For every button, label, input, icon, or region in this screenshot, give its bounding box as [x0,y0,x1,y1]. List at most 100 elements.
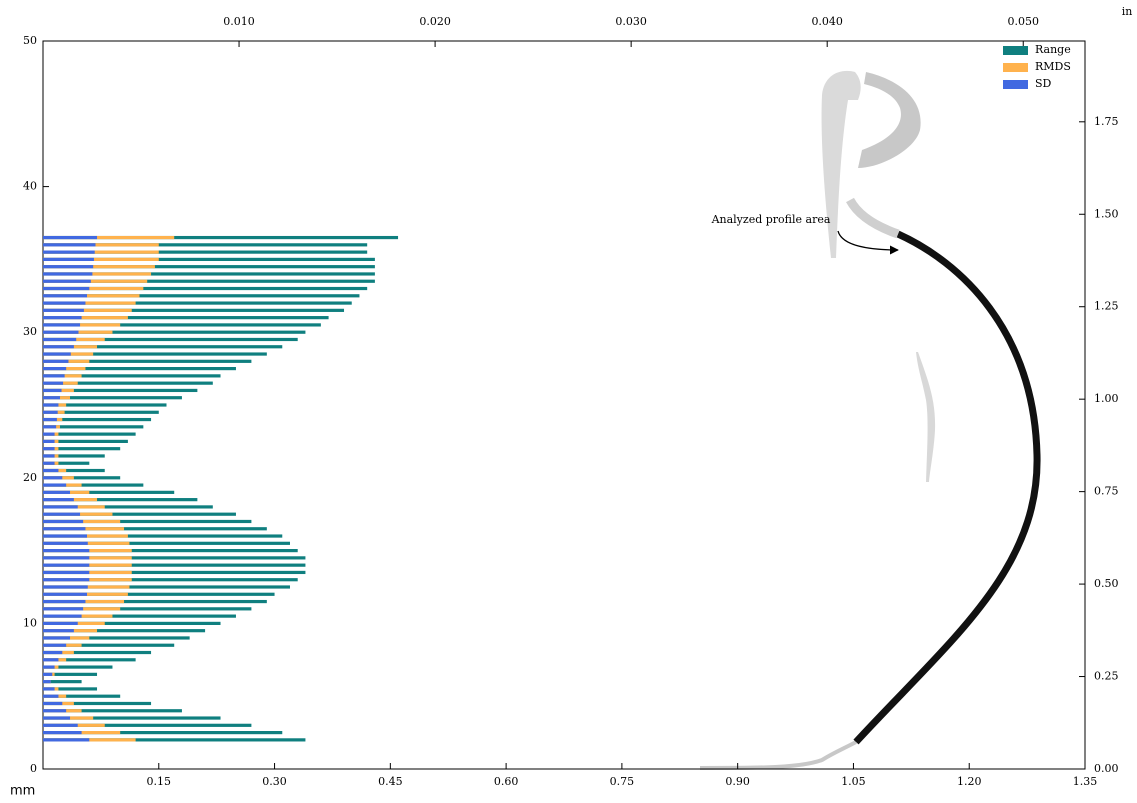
bar [43,614,82,618]
bar [43,621,221,625]
tick-label: 10 [23,616,37,629]
tick-label: 20 [23,471,37,484]
bar [43,549,298,553]
bar [43,599,86,604]
bar [43,592,275,596]
bar [43,527,267,531]
bar [43,337,77,342]
bar [43,439,55,443]
bar [43,316,329,320]
bar [43,257,159,261]
bar [43,534,87,538]
bar [43,323,321,327]
bar [43,454,55,458]
bar [43,272,152,276]
tick-label: 0.60 [494,775,519,788]
bar [43,490,71,494]
bar [43,512,81,516]
bar [43,308,84,312]
bar [43,381,64,385]
tick-label: 0.030 [615,15,647,28]
bar [43,650,63,655]
bar [43,687,55,691]
bar [43,541,290,545]
bar [43,723,78,727]
bar [43,592,87,596]
bar [43,709,67,713]
legend-swatch [1003,63,1028,72]
bar [43,396,182,400]
tick-label: 30 [23,325,37,338]
bar [43,672,98,676]
bar [43,672,53,676]
bar [43,381,213,385]
bar [43,352,267,356]
x2-axis-label: in [1122,5,1133,18]
bar [43,367,236,371]
bar [43,301,352,305]
bar [43,476,121,480]
tick-label: 0.010 [223,15,255,28]
bar [43,578,90,582]
bar [43,410,159,414]
bar [43,323,81,327]
tick-label: 40 [23,180,37,193]
tick-label: 1.50 [1094,207,1119,220]
bar [43,352,71,356]
bar [43,388,62,393]
annotation: Analyzed profile area [711,213,831,226]
bar [43,345,74,349]
tick-label: 0.25 [1094,670,1119,683]
bar [43,643,67,647]
bar [43,498,74,502]
bar [43,527,86,531]
bar [43,607,84,611]
bar [43,468,105,473]
bar [43,519,84,524]
bar [43,243,96,247]
bar [43,417,152,422]
bar [43,490,175,494]
bar [43,432,136,436]
bar [43,723,252,727]
bar [43,243,368,247]
x-axis-label: mm [10,784,35,799]
bar [43,286,368,291]
tick-label: 0.040 [811,15,843,28]
tick-label: 0.75 [1094,485,1119,498]
bar [43,534,283,538]
bar [43,505,213,509]
tick-label: 1.35 [1073,775,1098,788]
bar [43,585,290,589]
bar [43,417,57,422]
bar [43,636,71,640]
tick-label: 0.30 [262,775,287,788]
bar [43,330,79,334]
bar [43,709,182,713]
bar [43,235,175,240]
bar [43,374,65,378]
bar [43,388,198,393]
bar [43,257,375,261]
bar [43,512,236,516]
bar [43,738,306,742]
tick-label: 0 [30,762,37,775]
tick-label: 1.25 [1094,300,1119,313]
bar [43,665,55,669]
bar [43,468,59,473]
bar [43,359,252,363]
bar [43,701,63,706]
bar [43,636,190,640]
bar [43,563,306,567]
bar [43,410,58,414]
bar [43,607,252,611]
bar [43,359,69,363]
bar [43,483,67,487]
bar [43,308,345,312]
bar [43,403,59,407]
bar [43,316,128,320]
bar [43,599,267,604]
bar [43,367,67,371]
bar [43,556,90,560]
tick-label: 0.75 [610,775,635,788]
